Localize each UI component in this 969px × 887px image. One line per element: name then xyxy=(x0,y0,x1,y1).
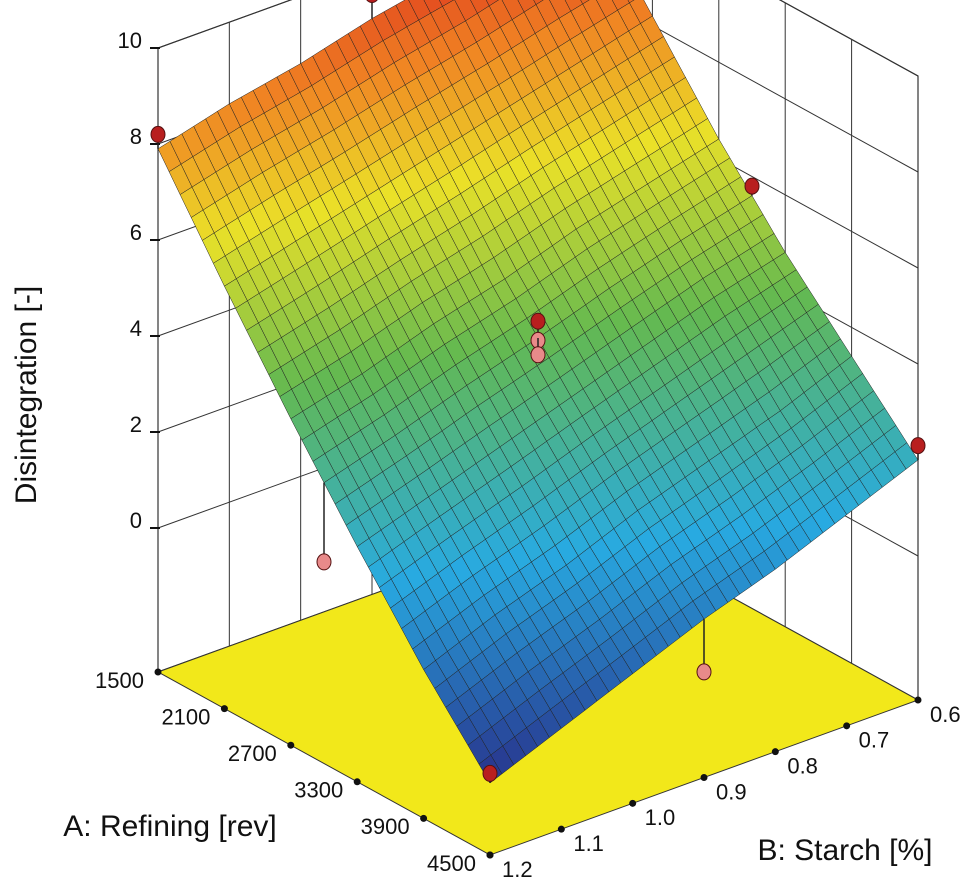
y-tick xyxy=(557,825,565,833)
z-tick-label: 0 xyxy=(130,508,142,533)
y-tick-label: 0.7 xyxy=(859,728,890,753)
design-point xyxy=(530,312,546,330)
design-point xyxy=(482,764,498,782)
y-tick-label: 1.0 xyxy=(645,805,676,830)
y-tick-label: 0.6 xyxy=(930,702,961,727)
x-tick xyxy=(154,668,162,676)
y-tick-label: 0.8 xyxy=(787,753,818,778)
z-axis-label: Disintegration [-] xyxy=(10,286,43,504)
x-axis-label: A: Refining [rev] xyxy=(63,810,276,843)
design-point xyxy=(696,663,712,681)
y-tick xyxy=(914,696,922,704)
grid-line xyxy=(157,0,919,77)
design-point xyxy=(366,0,378,3)
y-tick xyxy=(843,722,851,730)
design-point xyxy=(744,177,760,195)
x-tick xyxy=(220,705,228,713)
x-tick-label: 2700 xyxy=(228,741,277,766)
z-tick-label: 4 xyxy=(130,316,142,341)
x-tick xyxy=(287,741,295,749)
x-tick-label: 4500 xyxy=(427,851,476,876)
design-point xyxy=(530,346,546,364)
z-tick-label: 2 xyxy=(130,412,142,437)
y-tick xyxy=(700,774,708,781)
design-point xyxy=(910,437,926,455)
x-tick xyxy=(353,778,361,786)
y-tick xyxy=(771,748,779,756)
x-tick xyxy=(420,814,428,822)
z-tick-label: 8 xyxy=(130,124,142,149)
design-point xyxy=(150,125,166,143)
x-tick-label: 3900 xyxy=(361,814,410,839)
y-tick xyxy=(629,799,637,807)
z-tick-label: 10 xyxy=(118,28,142,53)
x-tick-label: 2100 xyxy=(161,704,210,729)
y-tick-label: 1.2 xyxy=(502,857,533,882)
x-tick-label: 1500 xyxy=(95,668,144,693)
z-tick-label: 6 xyxy=(130,220,142,245)
y-tick-label: 0.9 xyxy=(716,779,747,804)
x-tick-label: 3300 xyxy=(294,778,343,803)
y-tick-label: 1.1 xyxy=(573,831,604,856)
design-point xyxy=(316,553,332,571)
y-tick xyxy=(486,851,494,859)
y-axis-label: B: Starch [%] xyxy=(757,834,932,867)
